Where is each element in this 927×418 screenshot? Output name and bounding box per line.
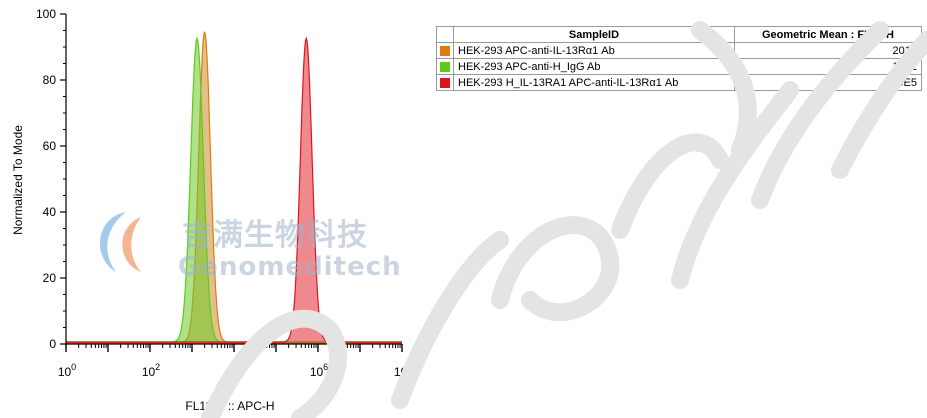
plot-area xyxy=(66,31,402,345)
sample-name: HEK-293 H_IL-13RA1 APC-anti-IL-13Rα1 Ab xyxy=(453,74,735,91)
sample-name: HEK-293 APC-anti-H_IgG Ab xyxy=(453,58,735,75)
legend-swatch-red xyxy=(440,77,450,88)
histogram-fill-0 xyxy=(66,31,402,345)
x-tick-label: 106 xyxy=(310,362,328,379)
sample-name: HEK-293 APC-anti-IL-13Rα1 Ab xyxy=(453,42,735,59)
sampleid-header: SampleID xyxy=(453,26,735,43)
sample-legend-table: SampleID Geometric Mean : FL11-H HEK-293… xyxy=(436,26,922,91)
table-row: HEK-293 APC-anti-H_IgG Ab 1501 xyxy=(436,58,922,75)
histogram-line-2 xyxy=(66,36,402,343)
histogram-fill-2 xyxy=(66,38,402,345)
geomean-value: 1501 xyxy=(734,58,922,75)
y-tick-label: 100 xyxy=(36,7,56,21)
x-tick-label: 102 xyxy=(142,362,160,379)
y-tick-label: 20 xyxy=(43,271,57,285)
y-tick-label: 40 xyxy=(43,205,57,219)
table-header-row: SampleID Geometric Mean : FL11-H xyxy=(436,26,922,43)
y-tick-label: 80 xyxy=(43,73,57,87)
histogram-chart: 0 20 40 60 80 100 100 102 104 106 108 Normalized T… xyxy=(11,7,412,413)
table-row: HEK-293 APC-anti-IL-13Rα1 Ab 2019 xyxy=(436,42,922,59)
y-axis-label: Normalized To Mode xyxy=(11,125,25,235)
legend-swatch-orange xyxy=(440,45,450,56)
legend-swatch-green xyxy=(440,61,450,72)
x-axis-label: FL11-H :: APC-H xyxy=(185,399,274,413)
table-row: HEK-293 H_IL-13RA1 APC-anti-IL-13Rα1 Ab … xyxy=(436,74,922,91)
x-tick-label: 100 xyxy=(58,362,76,379)
histogram-line-1 xyxy=(66,36,402,343)
x-tick-label: 104 xyxy=(226,362,244,379)
x-tick-label: 108 xyxy=(394,362,412,379)
swatch-header xyxy=(436,26,454,43)
axes: 0 20 40 60 80 100 100 102 104 106 108 xyxy=(36,7,412,379)
histogram-fill-1 xyxy=(66,38,402,345)
y-tick-label: 0 xyxy=(49,337,56,351)
y-tick-label: 60 xyxy=(43,139,57,153)
histogram-line-0 xyxy=(66,31,402,343)
geomean-value: 2019 xyxy=(734,42,922,59)
geomean-header: Geometric Mean : FL11-H xyxy=(734,26,922,43)
geomean-value: 4.68E5 xyxy=(734,74,922,91)
